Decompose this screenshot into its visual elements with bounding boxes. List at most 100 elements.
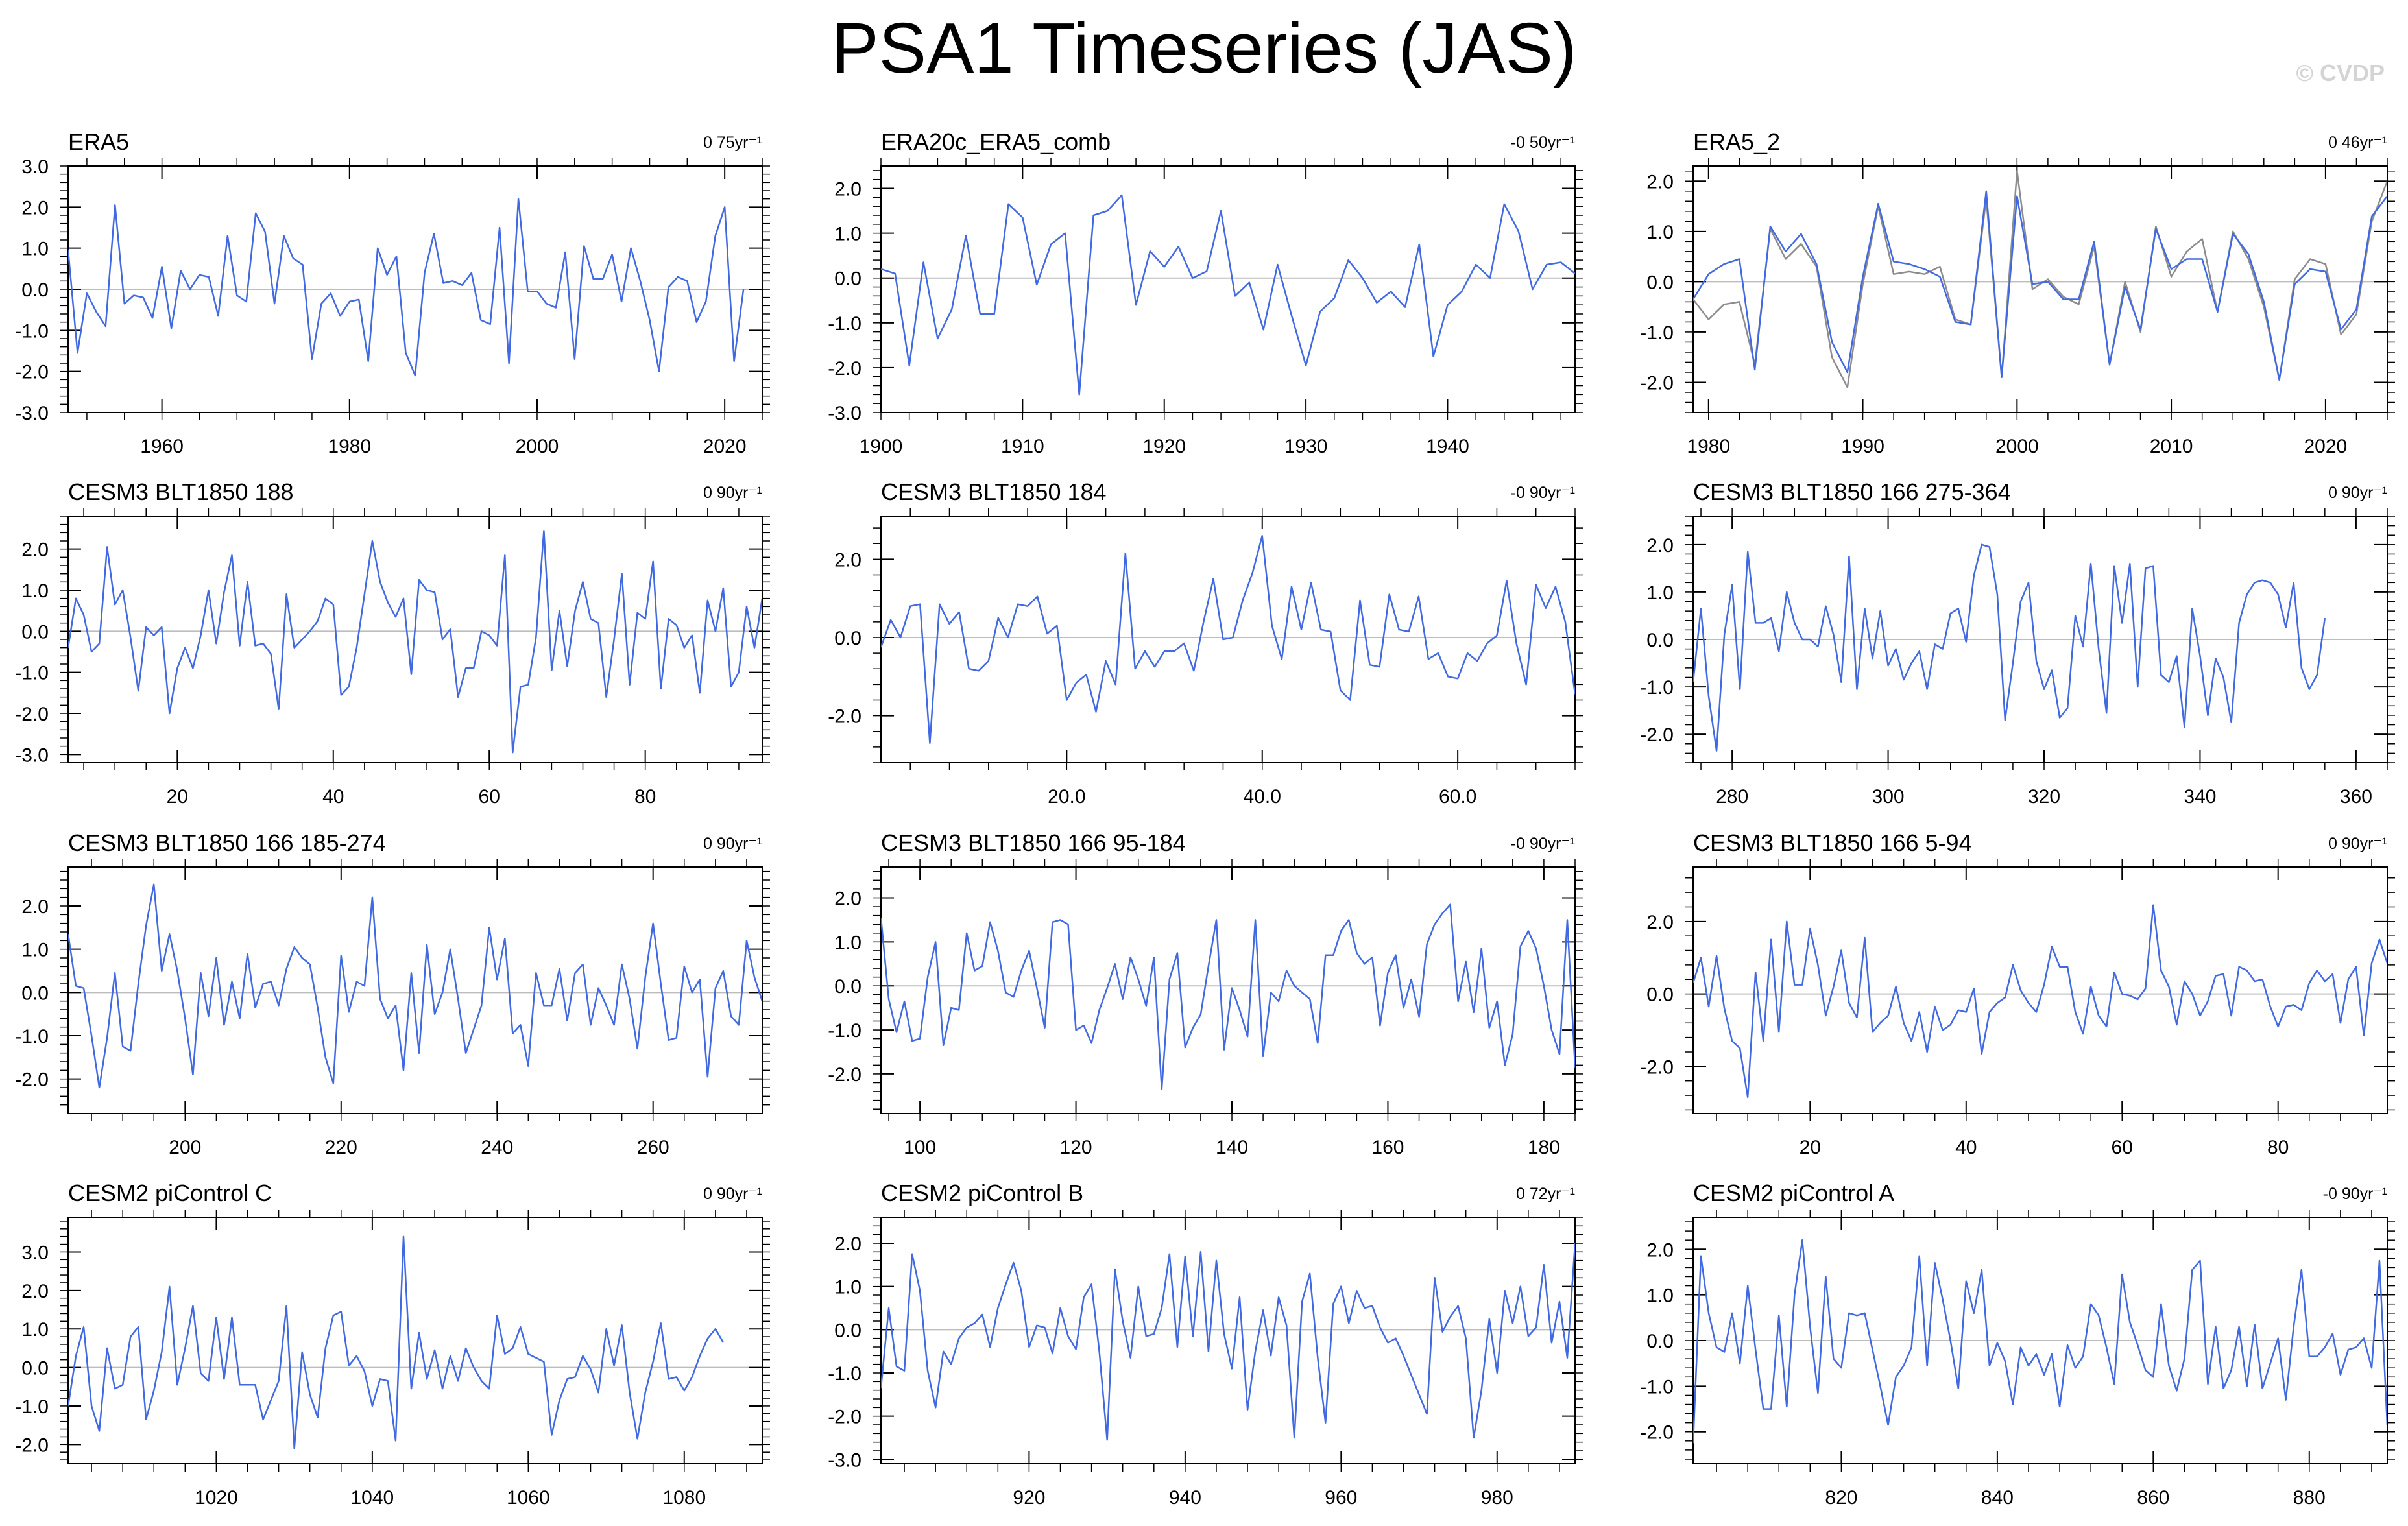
trend-label: 0 72yr⁻¹ [1516, 1185, 1575, 1203]
x-tick-label: 180 [1528, 1137, 1560, 1158]
y-tick-label: 2.0 [21, 197, 49, 219]
x-tick-label: 920 [1013, 1487, 1045, 1508]
y-tick-label: -2.0 [15, 704, 49, 725]
panel-4: CESM3 BLT1850 184 -0 90yr⁻¹ -2.0 0.0 2.0 20.0… [828, 479, 1583, 807]
y-tick-label: 2.0 [834, 549, 861, 571]
y-tick-label: -2.0 [828, 1407, 861, 1428]
x-tick-label: 340 [2184, 786, 2216, 807]
panel-title: ERA20c_ERA5_comb [881, 128, 1111, 155]
series-line [1693, 543, 2326, 752]
watermark: © CVDP [2296, 60, 2385, 86]
y-tick-label: 2.0 [21, 540, 49, 561]
trend-label: 0 90yr⁻¹ [703, 484, 762, 502]
y-tick-label: 2.0 [1646, 1239, 1674, 1261]
series-line [881, 1243, 1575, 1441]
panel-title: CESM3 BLT1850 166 95-184 [881, 829, 1186, 856]
x-tick-label: 20 [167, 786, 188, 807]
x-tick-label: 60 [479, 786, 500, 807]
y-tick-label: -3.0 [15, 745, 49, 766]
x-tick-label: 20.0 [1048, 786, 1085, 807]
y-tick-label: -1.0 [15, 1396, 49, 1418]
trend-label: 0 90yr⁻¹ [703, 835, 762, 853]
panel-0: ERA5 0 75yr⁻¹ -3.0 -2.0 -1.0 0.0 1.0 2.0 3.0 1960… [15, 128, 770, 457]
trend-label: -0 90yr⁻¹ [1511, 484, 1575, 502]
y-tick-label: -2.0 [15, 1435, 49, 1456]
y-tick-label: -2.0 [1640, 724, 1674, 746]
series-line [1693, 190, 2387, 381]
y-tick-label: 0.0 [1646, 984, 1674, 1006]
y-tick-label: 1.0 [21, 239, 49, 260]
y-tick-label: 0.0 [834, 268, 861, 290]
x-tick-label: 1900 [860, 436, 903, 457]
y-tick-label: -1.0 [15, 663, 49, 684]
panel-title: CESM3 BLT1850 166 185-274 [68, 829, 386, 856]
panel-1: ERA20c_ERA5_comb -0 50yr⁻¹ -3.0 -2.0 -1.0 0.0… [828, 128, 1583, 457]
trend-label: -0 50yr⁻¹ [1511, 134, 1575, 152]
y-tick-label: 1.0 [21, 940, 49, 961]
plot-frame [67, 1217, 763, 1464]
plot-frame [1692, 866, 2388, 1114]
panel-title: CESM3 BLT1850 166 275-364 [1693, 479, 2011, 505]
y-tick-label: 0.0 [1646, 272, 1674, 293]
y-tick-label: 2.0 [21, 896, 49, 918]
trend-label: 0 90yr⁻¹ [2328, 835, 2387, 853]
page-title: PSA1 Timeseries (JAS) [831, 8, 1577, 88]
x-tick-label: 20 [1800, 1137, 1821, 1158]
y-tick-label: 3.0 [21, 156, 49, 178]
y-tick-label: 0.0 [834, 976, 861, 997]
x-tick-label: 1960 [140, 436, 184, 457]
x-tick-label: 80 [634, 786, 656, 807]
x-tick-label: 1990 [1841, 436, 1884, 457]
x-tick-label: 1930 [1284, 436, 1328, 457]
y-tick-label: -2.0 [1640, 372, 1674, 394]
x-tick-label: 320 [2028, 786, 2060, 807]
y-tick-label: 2.0 [834, 888, 861, 910]
panel-5: CESM3 BLT1850 166 275-364 0 90yr⁻¹ -2.0 -1.… [1640, 479, 2395, 807]
series-line [68, 883, 762, 1089]
panel-title: CESM2 piControl C [68, 1180, 272, 1206]
plot-frame [880, 1217, 1576, 1464]
y-tick-label: 1.0 [21, 580, 49, 602]
x-tick-label: 980 [1481, 1487, 1513, 1508]
x-tick-label: 1910 [1001, 436, 1044, 457]
panel-title: CESM3 BLT1850 166 5-94 [1693, 829, 1972, 856]
x-tick-label: 2000 [516, 436, 559, 457]
y-tick-label: -1.0 [15, 320, 49, 342]
x-tick-label: 1060 [507, 1487, 550, 1508]
x-tick-label: 1040 [351, 1487, 394, 1508]
series-line-secondary [1693, 170, 2387, 388]
x-tick-label: 60 [2112, 1137, 2133, 1158]
y-tick-label: -3.0 [15, 403, 49, 424]
x-tick-label: 1080 [662, 1487, 706, 1508]
plot-frame [880, 866, 1576, 1114]
y-tick-label: 2.0 [1646, 171, 1674, 193]
y-tick-label: 1.0 [834, 932, 861, 953]
x-tick-label: 840 [1981, 1487, 2014, 1508]
series-line [1693, 1239, 2387, 1444]
x-tick-label: 60.0 [1439, 786, 1476, 807]
panel-6: CESM3 BLT1850 166 185-274 0 90yr⁻¹ -2.0 -1.… [15, 829, 770, 1158]
y-tick-label: 0.0 [1646, 1331, 1674, 1352]
y-tick-label: 0.0 [834, 628, 861, 649]
x-tick-label: 1980 [328, 436, 371, 457]
y-tick-label: -2.0 [15, 1069, 49, 1091]
y-tick-label: 1.0 [834, 1277, 861, 1298]
y-tick-label: -1.0 [1640, 677, 1674, 698]
x-tick-label: 40 [322, 786, 344, 807]
x-tick-label: 220 [325, 1137, 357, 1158]
x-tick-label: 40 [1955, 1137, 1977, 1158]
x-tick-label: 1940 [1426, 436, 1469, 457]
y-tick-label: -1.0 [1640, 322, 1674, 344]
x-tick-label: 280 [1716, 786, 1748, 807]
x-tick-label: 860 [2137, 1487, 2169, 1508]
plot-frame [880, 165, 1576, 413]
trend-label: -0 90yr⁻¹ [2323, 1185, 2387, 1203]
y-tick-label: 0.0 [1646, 630, 1674, 651]
trend-label: 0 90yr⁻¹ [703, 1185, 762, 1203]
y-tick-label: 1.0 [21, 1319, 49, 1341]
x-tick-label: 880 [2293, 1487, 2326, 1508]
x-tick-label: 140 [1216, 1137, 1248, 1158]
y-tick-label: -3.0 [828, 1449, 861, 1471]
x-tick-label: 2000 [1995, 436, 2039, 457]
panel-title: ERA5 [68, 128, 129, 155]
